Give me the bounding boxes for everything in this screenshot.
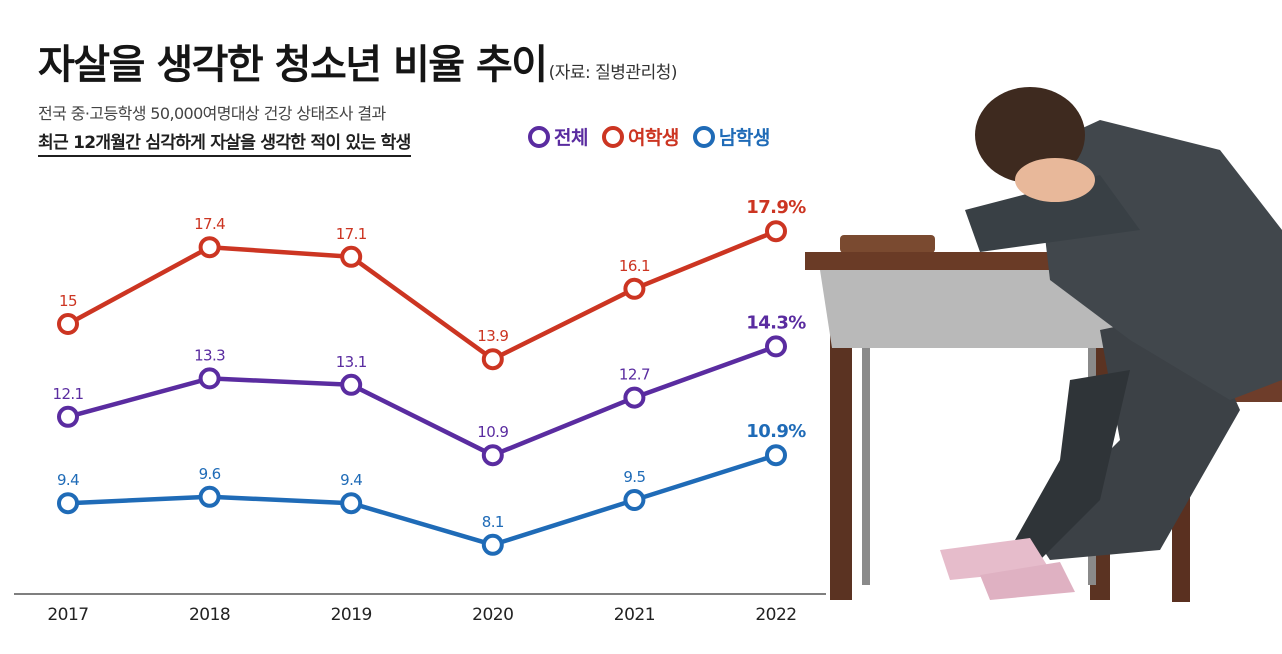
data-label-female: 17.9% (746, 197, 806, 218)
x-tick-label: 2022 (755, 605, 796, 625)
legend-label-female: 여학생 (627, 127, 679, 149)
data-point-male (198, 485, 221, 508)
data-label-total: 13.3 (194, 346, 225, 364)
series-line-total (67, 344, 777, 458)
data-point-male (340, 492, 363, 515)
data-label-total: 14.3% (746, 312, 806, 333)
chart-source: (자료: 질병관리청) (548, 63, 678, 83)
x-axis: 2017 2018 2019 2020 2021 2022 (14, 593, 826, 625)
chart-description: 최근 12개월간 심각하게 자살을 생각한 적이 있는 학생 (38, 128, 411, 157)
data-point-female (481, 348, 504, 371)
legend-marker-female (601, 125, 624, 148)
data-label-total: 12.7 (619, 366, 650, 384)
data-label-female: 17.1 (336, 225, 367, 243)
legend-label-male: 남학생 (718, 127, 770, 149)
data-label-male: 10.9% (746, 421, 806, 442)
person-arms (965, 175, 1140, 252)
data-point-total (198, 367, 221, 390)
data-label-total: 13.1 (336, 353, 367, 371)
legend-item-female: 여학생 (601, 123, 679, 150)
desk-drawer (820, 270, 1130, 348)
data-point-total (57, 405, 79, 428)
series-layer: 12.1 13.3 13.1 10.9 12.7 14.3% 15 17.4 17.1 13.9 1… (53, 197, 807, 556)
x-tick-label: 2020 (472, 605, 513, 625)
legend-label-total: 전체 (554, 127, 588, 149)
data-label-female: 17.4 (194, 215, 225, 233)
legend-marker-male (692, 125, 715, 148)
data-point-male (57, 492, 79, 515)
data-point-total (340, 373, 363, 396)
legend: 전체 여학생 남학생 (528, 123, 770, 150)
title-row: 자살을 생각한 청소년 비율 추이 (자료: 질병관리청) (38, 32, 678, 90)
x-tick-label: 2017 (47, 605, 88, 625)
x-tick-label: 2019 (331, 605, 372, 625)
data-point-female (198, 236, 221, 259)
legend-marker-total (528, 125, 550, 148)
legend-item-male: 남학생 (692, 123, 770, 150)
data-point-female (765, 220, 787, 243)
data-point-female (340, 245, 363, 268)
data-label-male: 9.5 (623, 468, 645, 486)
sad-student-at-desk-illustration (805, 87, 1282, 602)
data-label-female: 15 (59, 292, 77, 310)
data-point-female (623, 277, 646, 300)
data-label-male: 8.1 (482, 513, 504, 531)
x-tick-label: 2021 (614, 605, 655, 625)
data-label-male: 9.6 (199, 465, 221, 483)
data-point-female (57, 313, 79, 335)
chart-subtitle: 전국 중·고등학생 50,000여명대상 건강 상태조사 결과 (38, 104, 386, 123)
book-icon (840, 235, 935, 253)
data-label-male: 9.4 (340, 471, 362, 489)
data-point-male (623, 489, 646, 511)
line-chart: 2017 2018 2019 2020 2021 2022 12.1 13.3 13.1 10.… (14, 197, 826, 625)
data-point-total (765, 335, 787, 358)
series-line-male (67, 453, 777, 548)
data-label-female: 13.9 (477, 327, 508, 345)
series-line-female (66, 229, 777, 362)
legend-item-total: 전체 (528, 123, 588, 150)
chart-title: 자살을 생각한 청소년 비율 추이 (38, 42, 548, 88)
x-tick-label: 2018 (189, 605, 230, 625)
data-label-male: 9.4 (57, 471, 79, 489)
person-hand (1015, 158, 1095, 202)
data-label-total: 10.9 (477, 423, 508, 441)
data-label-total: 12.1 (53, 385, 84, 403)
data-point-total (623, 386, 646, 409)
person-leg-front (1015, 370, 1130, 560)
shoe-right (980, 562, 1075, 600)
data-point-total (481, 444, 504, 467)
data-point-male (765, 444, 787, 467)
desk-frame-left (862, 265, 870, 585)
data-label-female: 16.1 (619, 257, 650, 275)
data-point-male (481, 533, 504, 556)
